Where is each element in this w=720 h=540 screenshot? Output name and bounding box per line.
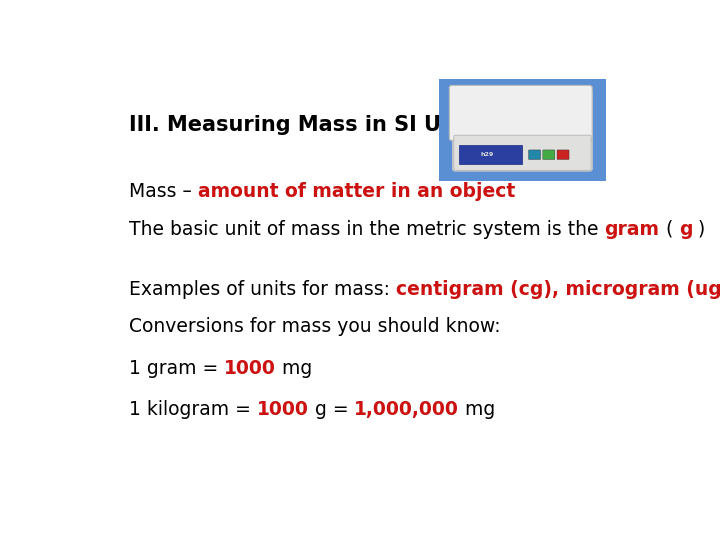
Text: 1 kilogram =: 1 kilogram = [129,401,257,420]
FancyBboxPatch shape [454,135,591,170]
Text: g: g [679,220,693,239]
Text: mg: mg [276,359,312,378]
Text: ): ) [693,220,706,239]
FancyBboxPatch shape [557,150,569,159]
Text: III. Measuring Mass in SI Units:: III. Measuring Mass in SI Units: [129,115,494,135]
Text: 1,000,000: 1,000,000 [354,401,459,420]
Text: amount of matter in an object: amount of matter in an object [198,182,515,201]
Text: g =: g = [309,401,354,420]
Text: 1000: 1000 [257,401,309,420]
Text: mg: mg [459,401,495,420]
Text: h29: h29 [481,152,494,157]
Text: centigram (cg), microgram (ug): centigram (cg), microgram (ug) [396,280,720,299]
FancyBboxPatch shape [528,150,541,159]
Text: The basic unit of mass in the metric system is the: The basic unit of mass in the metric sys… [129,220,605,239]
FancyBboxPatch shape [438,79,606,181]
Text: Conversions for mass you should know:: Conversions for mass you should know: [129,318,500,336]
Text: 1 gram =: 1 gram = [129,359,225,378]
FancyBboxPatch shape [449,85,592,140]
Text: Examples of units for mass:: Examples of units for mass: [129,280,396,299]
Text: 1000: 1000 [225,359,276,378]
Text: (: ( [660,220,679,239]
FancyBboxPatch shape [453,91,593,171]
Text: gram: gram [605,220,660,239]
FancyBboxPatch shape [543,150,555,159]
Text: Mass –: Mass – [129,182,198,201]
FancyBboxPatch shape [459,145,523,164]
